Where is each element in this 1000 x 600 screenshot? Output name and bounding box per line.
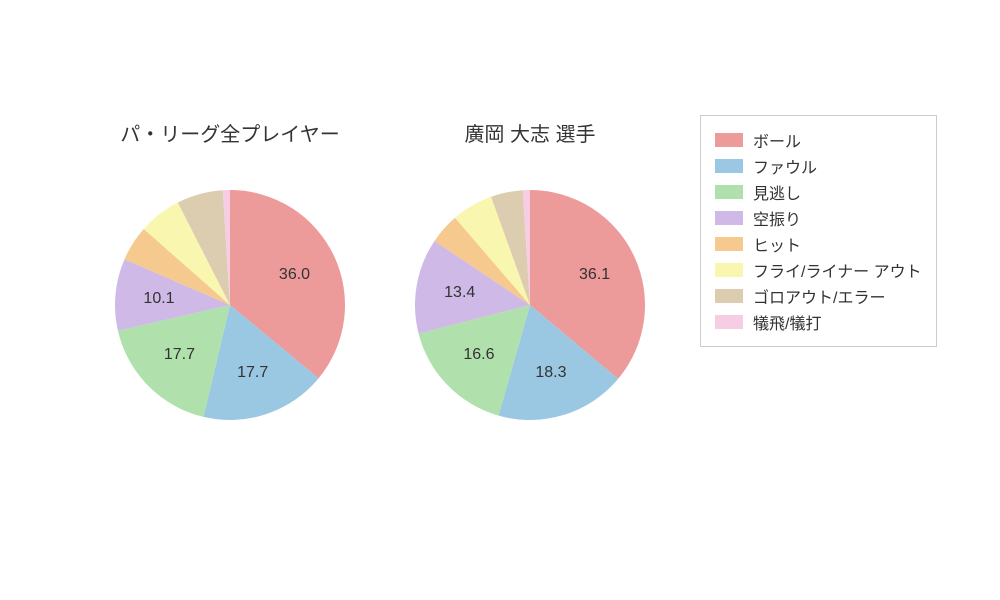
slice-label: 13.4 <box>444 284 475 302</box>
legend-swatch <box>715 133 743 147</box>
legend-swatch <box>715 263 743 277</box>
slice-label: 16.6 <box>463 346 494 364</box>
legend-label: 見逃し <box>753 180 801 204</box>
legend-label: ヒット <box>753 232 801 256</box>
legend-item: ゴロアウト/エラー <box>715 284 922 308</box>
pie-svg <box>415 190 645 420</box>
legend-label: ボール <box>753 128 801 152</box>
legend-label: フライ/ライナー アウト <box>753 258 922 282</box>
legend-item: フライ/ライナー アウト <box>715 258 922 282</box>
pie-chart-right: 36.1 18.3 16.6 13.4 <box>415 190 645 420</box>
slice-label: 36.0 <box>279 266 310 284</box>
legend-item: 空振り <box>715 206 922 230</box>
legend-item: 見逃し <box>715 180 922 204</box>
pie-title-right: 廣岡 大志 選手 <box>380 118 680 147</box>
pie-title-left: パ・リーグ全プレイヤー <box>80 118 380 147</box>
legend-label: 犠飛/犠打 <box>753 310 821 334</box>
legend-swatch <box>715 289 743 303</box>
slice-label: 10.1 <box>143 290 174 308</box>
slice-label: 17.7 <box>164 346 195 364</box>
legend-swatch <box>715 237 743 251</box>
slice-label: 36.1 <box>579 266 610 284</box>
legend: ボールファウル見逃し空振りヒットフライ/ライナー アウトゴロアウト/エラー犠飛/… <box>700 115 937 347</box>
legend-swatch <box>715 315 743 329</box>
legend-swatch <box>715 185 743 199</box>
legend-label: ゴロアウト/エラー <box>753 284 885 308</box>
legend-swatch <box>715 159 743 173</box>
legend-label: ファウル <box>753 154 817 178</box>
legend-item: 犠飛/犠打 <box>715 310 922 334</box>
chart-container: パ・リーグ全プレイヤー 廣岡 大志 選手 36.0 17.7 17.7 10.1 36… <box>0 0 1000 600</box>
legend-swatch <box>715 211 743 225</box>
pie-chart-left: 36.0 17.7 17.7 10.1 <box>115 190 345 420</box>
slice-label: 17.7 <box>237 364 268 382</box>
legend-item: ヒット <box>715 232 922 256</box>
legend-item: ボール <box>715 128 922 152</box>
slice-label: 18.3 <box>535 364 566 382</box>
legend-item: ファウル <box>715 154 922 178</box>
legend-label: 空振り <box>753 206 801 230</box>
